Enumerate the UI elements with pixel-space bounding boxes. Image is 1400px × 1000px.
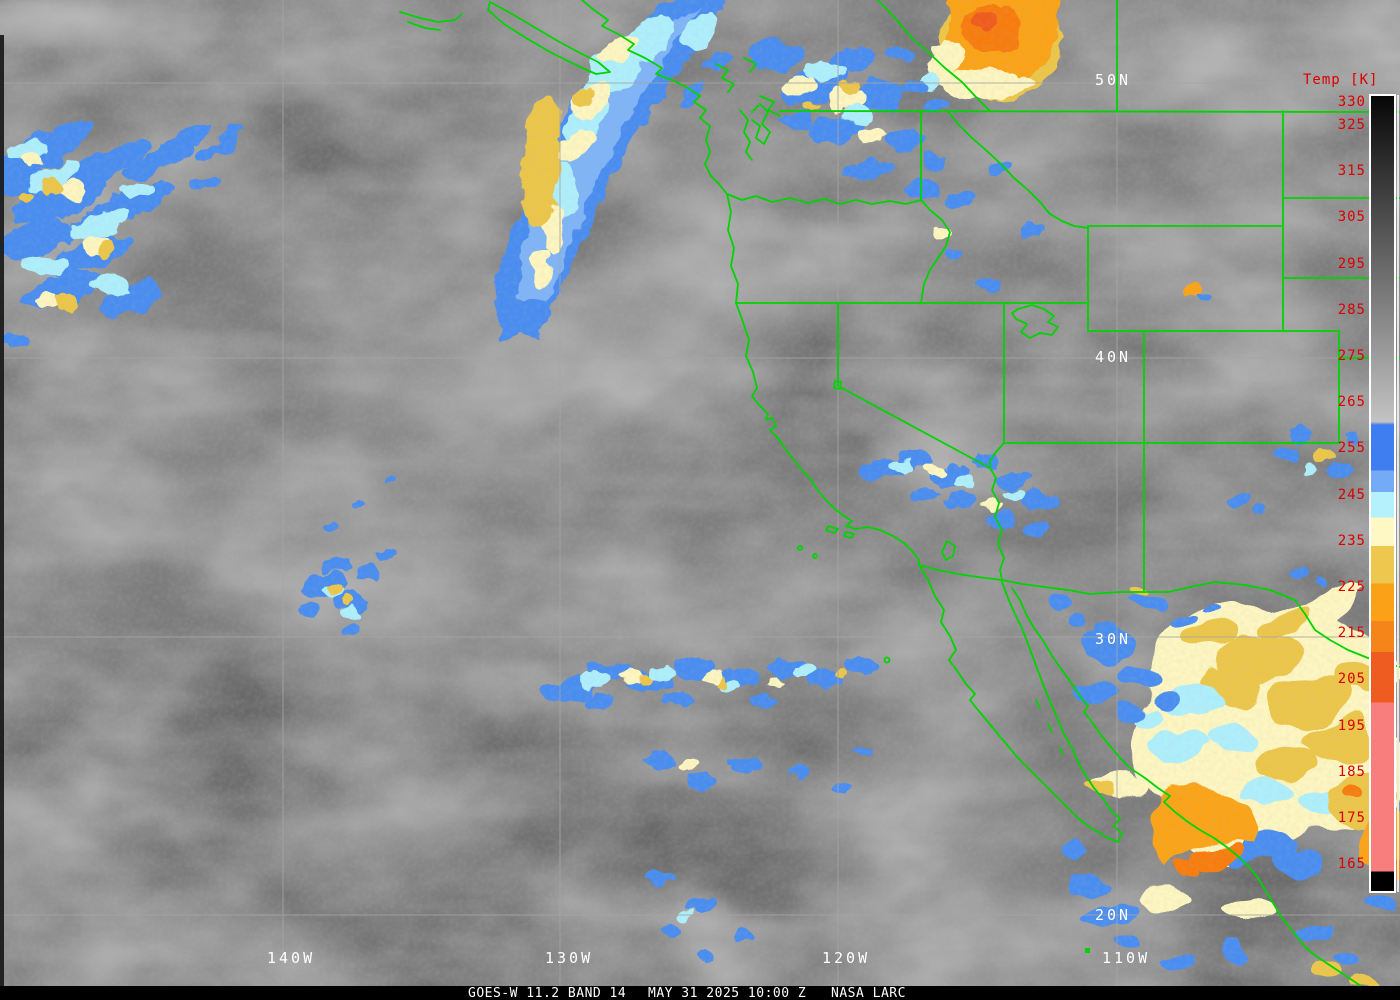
- coast-mexico-mainland: [1011, 587, 1385, 1000]
- tick-235: 235: [1338, 533, 1366, 549]
- tick-295: 295: [1338, 256, 1366, 272]
- tick-225: 225: [1338, 579, 1366, 595]
- island-socorro: [1085, 948, 1090, 953]
- tick-185: 185: [1338, 764, 1366, 780]
- lon-label-140w: 140W: [267, 949, 315, 967]
- caption-satellite-band: GOES-W 11.2 BAND 14: [468, 986, 626, 1000]
- colorbar-title: Temp [K]: [1303, 72, 1378, 88]
- caption-credit: NASA LARC: [831, 986, 906, 1000]
- lon-label-130w: 130W: [545, 949, 593, 967]
- tick-305: 305: [1338, 209, 1366, 225]
- coast-washington: [704, 125, 728, 195]
- island-dot-2: [812, 553, 818, 559]
- coast-california: [735, 302, 920, 566]
- islands-gulf: [1035, 699, 1064, 755]
- tick-205: 205: [1338, 671, 1366, 687]
- lat-label-40n: 40N: [1095, 348, 1131, 366]
- tick-275: 275: [1338, 348, 1366, 364]
- border-wa-or: [726, 193, 922, 205]
- coast-bc-mainland: [581, 0, 711, 127]
- island-dot-1: [797, 545, 803, 551]
- coast-strait-islands: [715, 57, 781, 117]
- coast-channel-islands: [825, 525, 855, 539]
- tick-285: 285: [1338, 302, 1366, 318]
- left-edge-strip: [0, 35, 4, 986]
- coast-baja: [918, 564, 1123, 843]
- border-us-canada: [779, 110, 1400, 113]
- tick-255: 255: [1338, 440, 1366, 456]
- coast-puget-sound: [739, 103, 771, 161]
- lake-tahoe: [833, 380, 842, 390]
- border-bc-alberta: [877, 0, 991, 112]
- border-or-id-snake: [920, 199, 951, 304]
- tick-315: 315: [1338, 163, 1366, 179]
- lat-label-20n: 20N: [1095, 906, 1131, 924]
- border-id-mt: [947, 110, 1089, 229]
- tick-195: 195: [1338, 718, 1366, 734]
- border-colorado-river: [989, 442, 1005, 581]
- lat-label-50n: 50N: [1095, 71, 1131, 89]
- island-guadalupe: [883, 656, 891, 664]
- tick-325: 325: [1338, 117, 1366, 133]
- geo-boundaries: [399, 0, 1400, 1000]
- caption-bar: GOES-W 11.2 BAND 14 MAY 31 2025 10:00 Z …: [0, 986, 1400, 1000]
- tick-265: 265: [1338, 394, 1366, 410]
- tick-175: 175: [1338, 810, 1366, 826]
- caption-background: [0, 986, 1400, 1000]
- coast-oregon: [726, 193, 739, 304]
- tick-245: 245: [1338, 487, 1366, 503]
- colorbar-tick-labels: 330 325 315 305 295 285 275 265 255 245 …: [1338, 94, 1366, 872]
- temperature-colorbar: Temp [K] 330 325 315 305 295 285 275 265…: [1303, 72, 1399, 893]
- tick-330: 330: [1338, 94, 1366, 110]
- colorbar-gradient: [1369, 94, 1396, 893]
- border-us-mexico: [918, 564, 1400, 668]
- lon-label-120w: 120W: [822, 949, 870, 967]
- lake-great-salt: [1011, 304, 1059, 339]
- tick-215: 215: [1338, 625, 1366, 641]
- lake-salton-sea: [941, 540, 956, 561]
- coast-haida: [399, 11, 463, 31]
- lon-label-110w: 110W: [1102, 949, 1150, 967]
- border-ca-nv: [837, 302, 991, 469]
- lat-label-30n: 30N: [1095, 630, 1131, 648]
- coast-vancouver-island: [487, 1, 611, 75]
- caption-timestamp: MAY 31 2025 10:00 Z: [648, 986, 806, 1000]
- tick-165: 165: [1338, 856, 1366, 872]
- coordinate-labels: 50N 40N 30N 20N 140W 130W 120W 110W: [267, 71, 1150, 967]
